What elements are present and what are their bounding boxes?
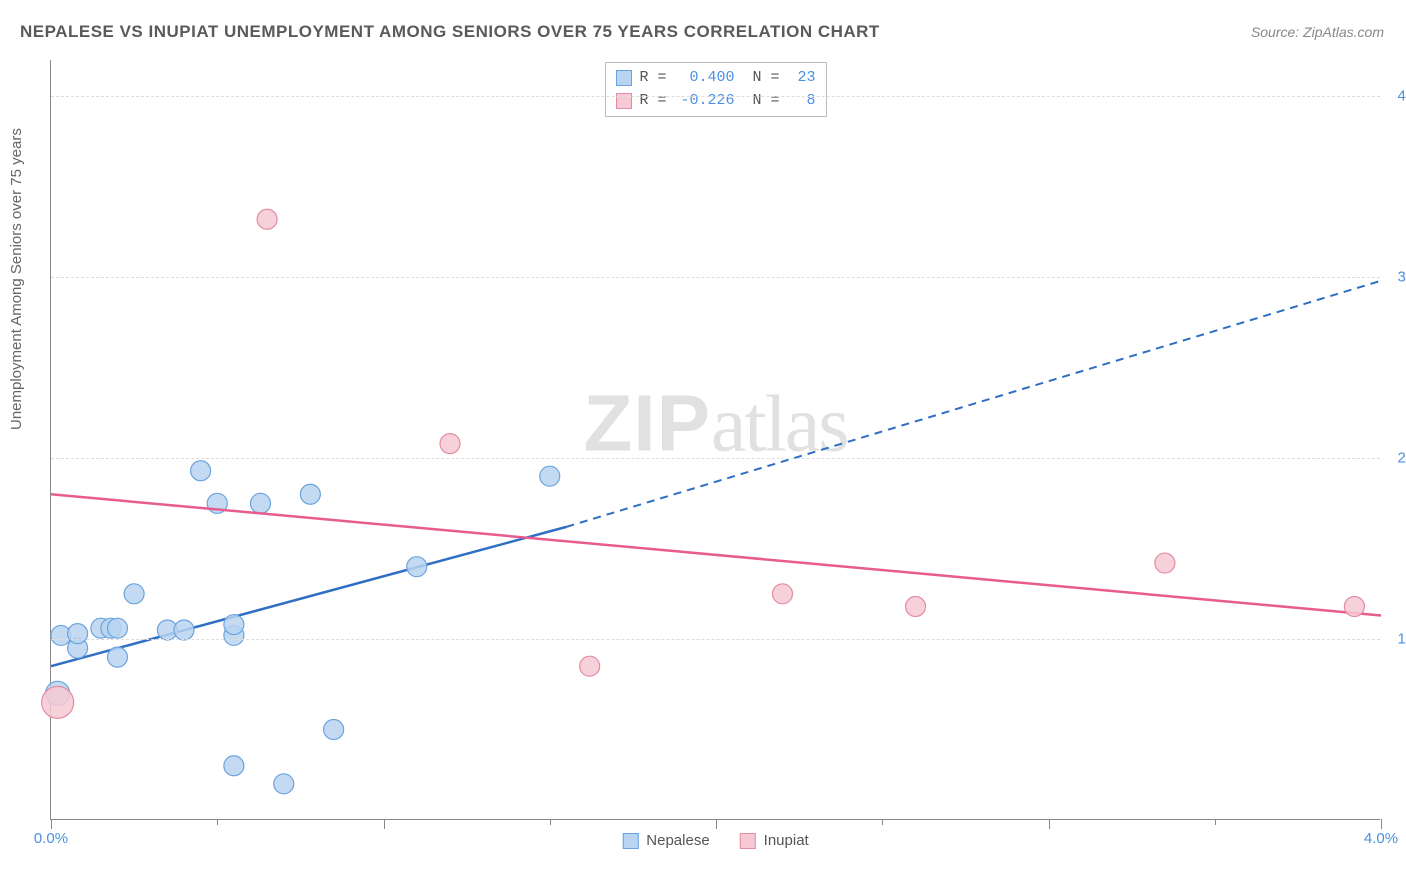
data-point-nepalese	[250, 493, 270, 513]
y-axis-label: Unemployment Among Seniors over 75 years	[8, 128, 25, 430]
legend-swatch	[740, 833, 756, 849]
data-point-inupiat	[773, 584, 793, 604]
data-point-inupiat	[440, 434, 460, 454]
x-tick	[1381, 819, 1382, 829]
chart-title: NEPALESE VS INUPIAT UNEMPLOYMENT AMONG S…	[20, 22, 880, 42]
legend-swatch	[615, 93, 631, 109]
legend-swatch	[622, 833, 638, 849]
data-point-nepalese	[274, 774, 294, 794]
legend-swatch	[615, 70, 631, 86]
data-point-nepalese	[224, 615, 244, 635]
x-tick	[716, 819, 717, 829]
chart-plot-area: ZIPatlas R =0.400N =23R =-0.226N =8 Nepa…	[50, 60, 1380, 820]
data-point-nepalese	[108, 647, 128, 667]
x-tick	[1215, 819, 1216, 825]
legend-label: Inupiat	[764, 832, 809, 849]
y-tick-label: 10.0%	[1385, 631, 1406, 648]
data-point-inupiat	[1155, 553, 1175, 573]
trend-line-dashed-nepalese	[566, 281, 1381, 527]
x-tick	[550, 819, 551, 825]
legend: Nepalese Inupiat	[622, 832, 808, 849]
stats-r-label: R =	[639, 90, 666, 113]
data-point-nepalese	[300, 484, 320, 504]
data-point-nepalese	[108, 618, 128, 638]
x-tick	[217, 819, 218, 825]
stats-r-value: 0.400	[675, 67, 735, 90]
stats-n-value: 23	[788, 67, 816, 90]
x-tick-label: 4.0%	[1364, 830, 1398, 847]
stats-row: R = -0.226 N = 8	[615, 90, 815, 113]
x-tick-label: 0.0%	[34, 830, 68, 847]
stats-row: R = 0.400 N = 23	[615, 67, 815, 90]
chart-svg	[51, 60, 1380, 819]
legend-item: Nepalese	[622, 832, 709, 849]
legend-label: Nepalese	[646, 832, 709, 849]
stats-r-value: -0.226	[675, 90, 735, 113]
data-point-inupiat	[257, 209, 277, 229]
data-point-inupiat	[906, 596, 926, 616]
trend-line-inupiat	[51, 494, 1381, 615]
data-point-nepalese	[68, 624, 88, 644]
y-tick-label: 20.0%	[1385, 450, 1406, 467]
data-point-inupiat	[580, 656, 600, 676]
legend-item: Inupiat	[740, 832, 809, 849]
x-tick	[882, 819, 883, 825]
source-attribution: Source: ZipAtlas.com	[1251, 24, 1384, 40]
y-tick-label: 30.0%	[1385, 269, 1406, 286]
data-point-inupiat	[1344, 596, 1364, 616]
data-point-nepalese	[124, 584, 144, 604]
data-point-nepalese	[174, 620, 194, 640]
x-tick	[384, 819, 385, 829]
x-tick	[1049, 819, 1050, 829]
data-point-nepalese	[324, 720, 344, 740]
stats-n-label: N =	[753, 90, 780, 113]
data-point-nepalese	[540, 466, 560, 486]
stats-r-label: R =	[639, 67, 666, 90]
stats-n-label: N =	[753, 67, 780, 90]
data-point-inupiat	[42, 686, 74, 718]
x-tick	[51, 819, 52, 829]
stats-n-value: 8	[788, 90, 816, 113]
correlation-stats-box: R = 0.400 N = 23 R = -0.226 N = 8	[604, 62, 826, 117]
y-tick-label: 40.0%	[1385, 88, 1406, 105]
data-point-nepalese	[407, 557, 427, 577]
data-point-nepalese	[191, 461, 211, 481]
data-point-nepalese	[224, 756, 244, 776]
